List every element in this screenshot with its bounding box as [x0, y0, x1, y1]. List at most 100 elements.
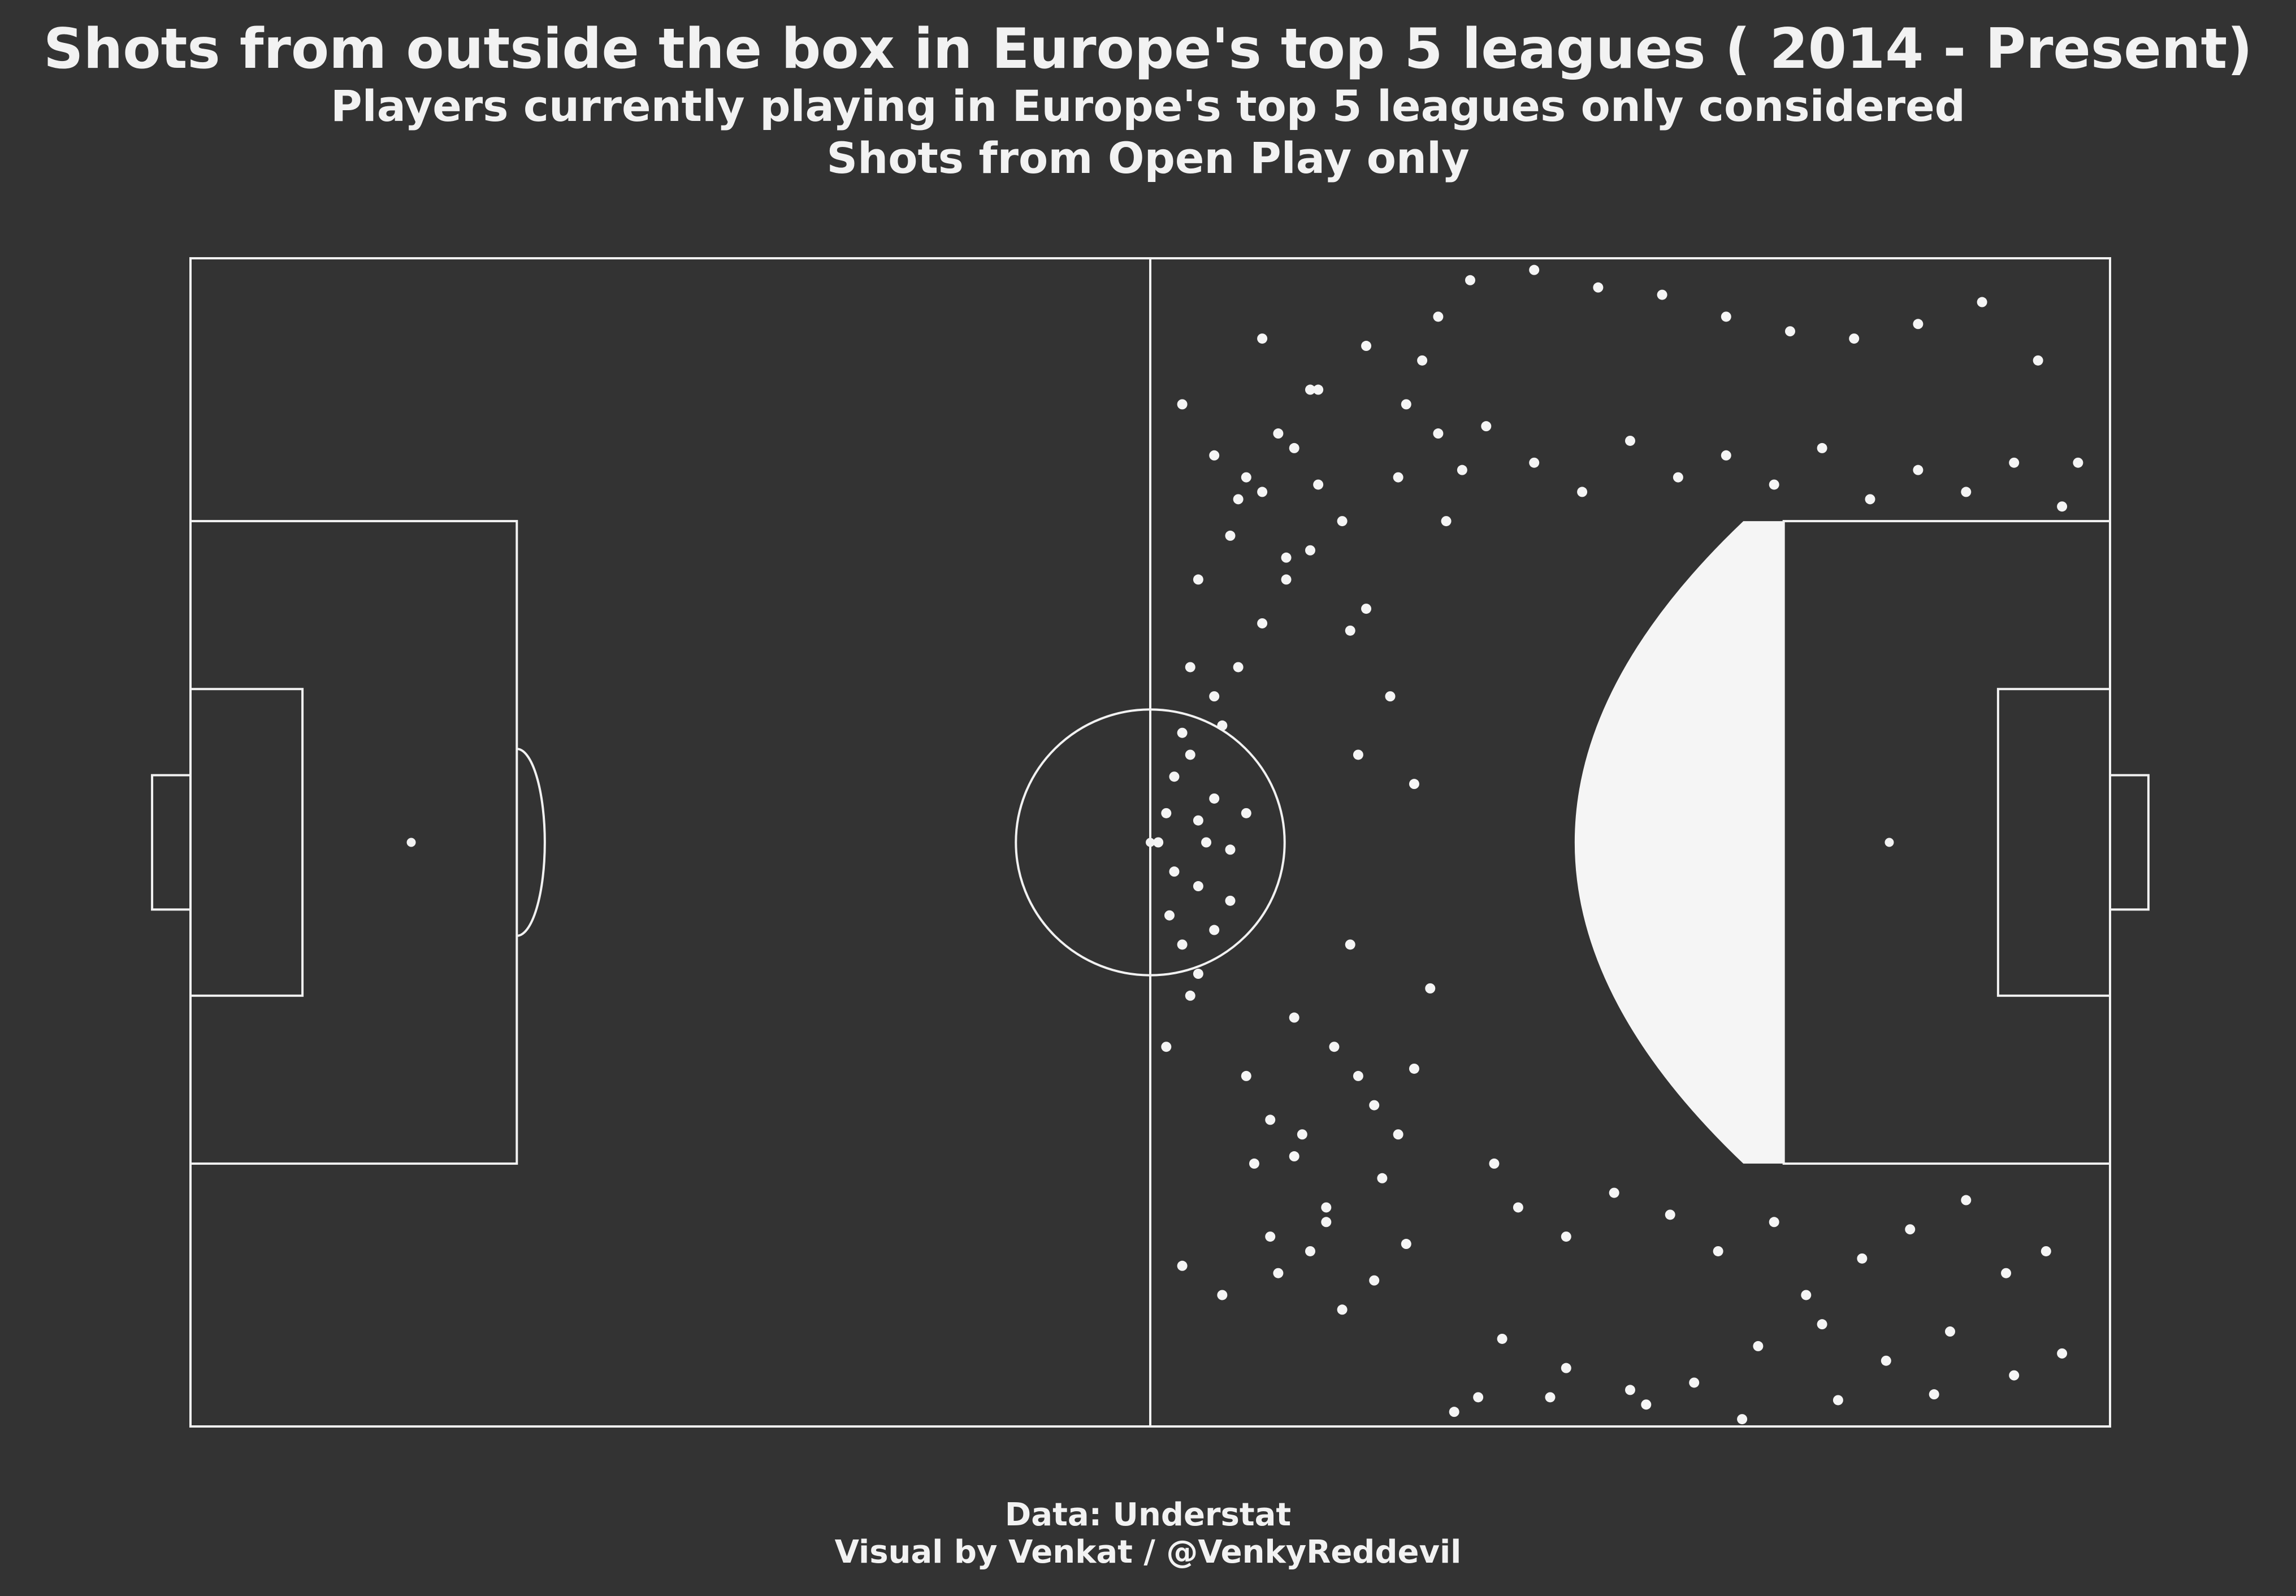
shot-point [1529, 457, 1540, 468]
shot-point [1353, 749, 1363, 760]
shot-point [1529, 264, 1540, 275]
shot-point [1561, 1231, 1571, 1242]
shot-point [1161, 808, 1172, 818]
shot-point [1977, 297, 1987, 307]
shot-point [1177, 1260, 1188, 1271]
shot-point [1209, 793, 1220, 804]
shot-point [1913, 465, 1924, 475]
shot-point [1233, 494, 1244, 505]
shot-point [1337, 1304, 1348, 1315]
shot-point [1193, 574, 1203, 585]
shot-point [1393, 1129, 1403, 1140]
shot-point [1305, 384, 1315, 395]
shot-point [1164, 910, 1175, 921]
shot-point [1289, 443, 1299, 453]
shot-point [1833, 1395, 1843, 1406]
shot-point [1377, 1173, 1388, 1183]
shot-point [2073, 457, 2083, 468]
shot-point [1361, 604, 1372, 614]
shot-point [1249, 1158, 1259, 1169]
shot-point [1609, 1187, 1619, 1198]
shot-point [1769, 479, 1779, 490]
shot-point [1209, 925, 1220, 935]
shot-point [1233, 662, 1244, 673]
shot-point [1513, 1202, 1523, 1213]
shot-point [1329, 1042, 1340, 1052]
shot-point [1593, 282, 1604, 293]
shot-point [1561, 1363, 1571, 1373]
shot-point [1409, 779, 1419, 790]
shot-point [1857, 1253, 1868, 1264]
shot-points [1153, 264, 2083, 1425]
shot-point [1625, 435, 1635, 446]
shot-point [1225, 844, 1236, 855]
shot-point [1961, 1195, 1972, 1205]
left-penalty-arc [517, 748, 546, 937]
shot-point [1201, 837, 1212, 848]
shot-point [1281, 552, 1292, 563]
shot-point [1305, 1246, 1315, 1256]
shot-point [1817, 1319, 1827, 1330]
shot-point [2009, 1370, 2020, 1381]
author-credit: Visual by Venkat / @VenkyReddevil [834, 1534, 1462, 1571]
shot-point [1689, 1377, 1700, 1388]
shot-point [1353, 1070, 1363, 1081]
shot-point [1441, 516, 1452, 527]
shot-point [1153, 837, 1164, 848]
shot-point [1193, 969, 1203, 979]
shot-point [1465, 275, 1475, 285]
shot-point [1433, 428, 1444, 439]
shot-point [1849, 333, 1860, 344]
shot-point [1369, 1100, 1380, 1111]
shot-point [1169, 866, 1180, 877]
centre-circle [1015, 708, 1286, 977]
shot-point [1265, 1231, 1276, 1242]
centre-spot [1146, 838, 1155, 847]
shot-point [1337, 516, 1348, 527]
shot-point [1865, 494, 1875, 505]
shot-point [1881, 1355, 1891, 1366]
shot-point [1929, 1389, 1939, 1400]
shot-point [1305, 545, 1315, 556]
shot-point [1801, 1290, 1812, 1300]
shot-point [2041, 1246, 2051, 1256]
shot-point [1217, 1290, 1228, 1300]
shot-point [1417, 355, 1428, 366]
shot-point [1433, 311, 1444, 322]
shot-point [1361, 341, 1372, 352]
shot-point [1905, 1224, 1916, 1235]
shot-point [1961, 487, 1972, 497]
shot-point [1409, 1063, 1419, 1074]
dense-shot-cloud [1574, 521, 1784, 1164]
chart-subtitle: Players currently playing in Europe's to… [0, 80, 2296, 184]
shot-point [1193, 881, 1203, 892]
shot-point [1473, 1392, 1484, 1403]
left-goal [151, 774, 192, 911]
left-penalty-spot [406, 838, 416, 847]
shot-point [1297, 1129, 1307, 1140]
shot-point [1289, 1151, 1299, 1162]
shot-point [1913, 319, 1924, 329]
shot-point [1769, 1217, 1779, 1228]
shot-point [1481, 421, 1492, 432]
shot-point [1497, 1333, 1507, 1344]
shot-point [1753, 1341, 1764, 1351]
shot-point [1313, 479, 1324, 490]
right-six-yard-box [1996, 688, 2111, 997]
shot-point [1625, 1385, 1635, 1395]
shot-point [1393, 472, 1403, 483]
right-goal [2109, 774, 2150, 911]
shot-point [1217, 720, 1228, 731]
shot-point [1401, 399, 1411, 410]
shot-point [1177, 399, 1188, 410]
shot-point [1785, 326, 1795, 337]
shot-point [1185, 662, 1195, 673]
shot-point [1225, 895, 1236, 906]
shot-point [2033, 355, 2043, 366]
shot-point [1577, 487, 1588, 497]
shot-point [1457, 465, 1467, 475]
shot-point [1273, 428, 1284, 439]
shot-point [1449, 1407, 1459, 1417]
shot-point [1817, 443, 1827, 453]
